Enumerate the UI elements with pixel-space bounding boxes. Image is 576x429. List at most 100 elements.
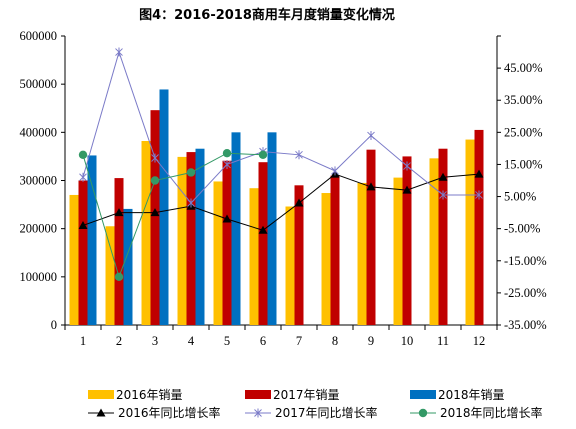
point-2016年同比增长率	[438, 172, 448, 181]
bar-2017年销量	[222, 160, 232, 325]
y-left-tick-label: 200000	[20, 222, 58, 236]
point-2017年同比增长率	[403, 161, 411, 171]
x-tick-label: 10	[401, 334, 414, 348]
bar-2018年销量	[159, 89, 169, 325]
point-2017年同比增长率	[223, 159, 231, 169]
point-2016年同比增长率	[402, 185, 412, 194]
bar-2017年销量	[366, 149, 376, 325]
point-2017年同比增长率	[187, 198, 195, 208]
x-tick-label: 11	[437, 334, 449, 348]
point-2016年同比增长率	[114, 208, 124, 217]
bar-2017年销量	[78, 180, 88, 325]
y-right-tick-label: 15.00%	[504, 157, 543, 171]
bar-2017年销量	[258, 162, 268, 325]
point-2016年同比增长率	[222, 214, 232, 223]
point-2018年同比增长率	[186, 168, 196, 177]
x-tick-label: 12	[473, 334, 486, 348]
bars	[69, 89, 484, 325]
x-tick-label: 4	[188, 334, 195, 348]
bar-2017年销量	[186, 152, 196, 325]
bar-2016年销量	[357, 182, 367, 325]
legend-marker	[418, 408, 428, 418]
legend-swatch	[245, 390, 271, 399]
point-2016年同比增长率	[150, 208, 160, 217]
line-2017年同比增长率	[82, 50, 479, 204]
legend-marker	[96, 408, 106, 417]
point-2017年同比增长率	[367, 131, 375, 141]
y-right-tick-label: 25.00%	[504, 125, 543, 139]
point-2016年同比增长率	[366, 182, 376, 191]
point-2017年同比增长率	[79, 172, 87, 182]
bar-2018年销量	[231, 132, 241, 325]
point-2017年同比增长率	[295, 150, 303, 160]
point-2016年同比增长率	[258, 225, 268, 234]
point-2018年同比增长率	[222, 149, 232, 158]
point-2016年同比增长率	[294, 198, 304, 207]
x-tick-label: 1	[80, 334, 86, 348]
legend: 2016年销量 2017年销量 2018年销量 2016年同比增长率 2017年同比增长…	[88, 388, 543, 420]
bar-2016年销量	[213, 181, 223, 325]
x-tick-label: 6	[260, 334, 266, 348]
bar-2017年销量	[402, 156, 412, 325]
bar-2018年销量	[267, 132, 277, 325]
bar-2017年销量	[474, 129, 484, 325]
bar-2016年销量	[429, 158, 439, 325]
bar-2016年销量	[393, 177, 403, 325]
legend-swatch	[410, 390, 436, 399]
point-2016年同比增长率	[474, 169, 484, 178]
bar-2016年销量	[465, 139, 475, 325]
bar-2017年销量	[330, 175, 340, 325]
bar-2016年销量	[249, 188, 259, 325]
y-left-tick-label: 600000	[20, 29, 58, 43]
y-right-tick-label: -5.00%	[504, 222, 540, 236]
bar-2018年销量	[87, 155, 97, 325]
x-tick-label: 3	[152, 334, 158, 348]
y-right-tick-label: 45.00%	[504, 61, 543, 75]
legend-label: 2016年销量	[116, 388, 183, 402]
bar-2018年销量	[123, 208, 133, 325]
point-2018年同比增长率	[114, 272, 124, 282]
x-tick-label: 5	[224, 334, 230, 348]
bar-2016年销量	[141, 141, 151, 325]
line-2018年同比增长率	[82, 152, 264, 279]
point-2017年同比增长率	[439, 190, 447, 200]
line-2016年同比增长率	[82, 173, 480, 231]
bar-2016年销量	[105, 226, 115, 325]
point-2017年同比增长率	[151, 153, 159, 163]
y-left-tick-label: 100000	[20, 270, 58, 284]
lines	[78, 47, 484, 282]
point-2018年同比增长率	[150, 176, 160, 185]
legend-label: 2016年同比增长率	[118, 405, 221, 420]
y-right-tick-label: 35.00%	[504, 93, 543, 107]
y-left-tick-label: 300000	[20, 174, 58, 188]
x-tick-label: 9	[368, 334, 374, 348]
bar-2017年销量	[150, 110, 160, 325]
y-right-tick-label: -25.00%	[504, 286, 547, 300]
y-left-tick-label: 500000	[20, 77, 58, 91]
y-right-tick-label: -15.00%	[504, 254, 547, 268]
bar-2016年销量	[69, 194, 79, 325]
legend-swatch	[88, 390, 114, 399]
y-right-tick-label: -35.00%	[504, 318, 547, 332]
chart-title: 图4：2016-2018商用车月度销量变化情况	[139, 7, 395, 23]
y-left-tick-label: 0	[51, 318, 57, 332]
axes: 0 100000 200000 300000 400000 500000 600000 -35…	[20, 29, 547, 348]
point-2017年同比增长率	[331, 166, 339, 176]
legend-marker	[254, 408, 262, 418]
bar-2017年销量	[294, 185, 304, 325]
bar-2016年销量	[285, 206, 295, 325]
bar-2017年销量	[114, 178, 124, 325]
legend-label: 2018年销量	[438, 388, 505, 402]
x-tick-label: 8	[332, 334, 338, 348]
legend-label: 2017年销量	[273, 388, 340, 402]
x-tick-label: 2	[116, 334, 122, 348]
y-right-tick-label: 5.00%	[504, 190, 536, 204]
point-2018年同比增长率	[258, 150, 268, 160]
point-2017年同比增长率	[115, 47, 123, 57]
y-left-tick-label: 400000	[20, 125, 58, 139]
legend-label: 2018年同比增长率	[440, 405, 543, 420]
bar-2016年销量	[177, 156, 187, 325]
point-2016年同比增长率	[78, 220, 88, 229]
